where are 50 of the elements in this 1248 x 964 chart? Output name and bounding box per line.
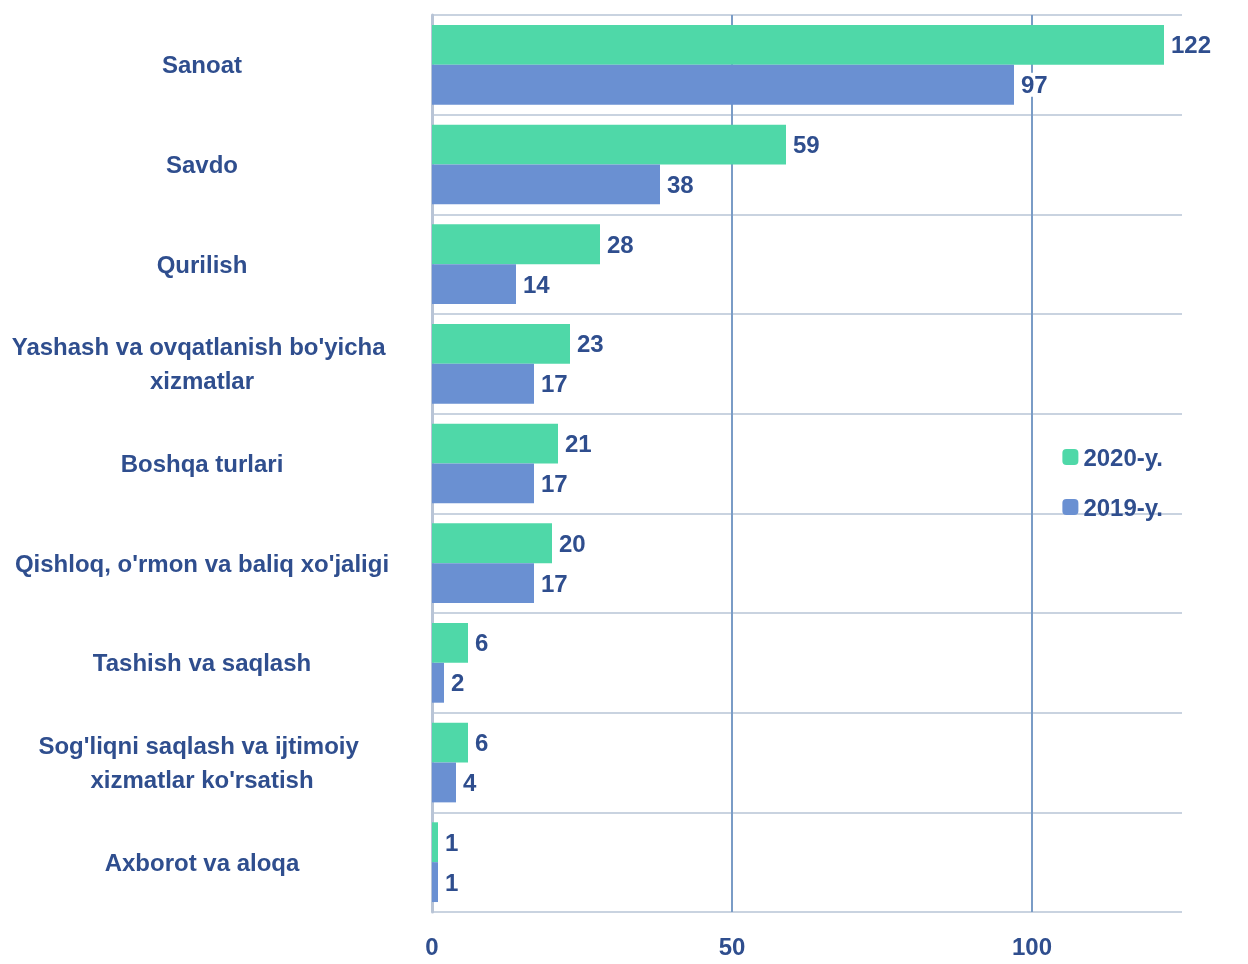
data-label: 23 bbox=[577, 330, 604, 358]
x-tick-label: 100 bbox=[1011, 932, 1053, 960]
bar bbox=[432, 762, 456, 803]
data-label: 2 bbox=[451, 669, 465, 697]
y-tick-label: Axborot va aloqa bbox=[104, 848, 300, 876]
bar bbox=[432, 563, 534, 604]
y-tick-label: Tashish va saqlash bbox=[92, 649, 312, 677]
bar bbox=[432, 722, 468, 763]
bar bbox=[432, 124, 786, 165]
data-label: 28 bbox=[607, 230, 634, 258]
data-label: 122 bbox=[1171, 31, 1212, 59]
bar bbox=[432, 862, 438, 903]
data-label: 38 bbox=[667, 170, 694, 198]
data-label: 1 bbox=[445, 828, 459, 856]
data-label: 20 bbox=[559, 529, 586, 557]
x-tick-label: 50 bbox=[718, 932, 746, 960]
bar bbox=[432, 622, 468, 663]
data-label: 17 bbox=[541, 569, 568, 597]
y-tick-label: Qurilish bbox=[156, 250, 248, 278]
bar bbox=[432, 662, 444, 703]
bar bbox=[432, 64, 1014, 105]
bar bbox=[432, 463, 534, 504]
data-label: 17 bbox=[541, 370, 568, 398]
data-label: 59 bbox=[793, 131, 820, 159]
y-tick-label: Sog'liqni saqlash va ijtimoiy xizmatlar ko'rsatish bbox=[38, 732, 366, 793]
bar bbox=[432, 224, 600, 265]
y-tick-label: Savdo bbox=[165, 151, 239, 178]
data-label: 6 bbox=[475, 629, 489, 657]
bar bbox=[432, 423, 558, 464]
data-label: 1 bbox=[445, 868, 459, 896]
data-label: 14 bbox=[523, 270, 551, 298]
data-label: 21 bbox=[565, 430, 592, 458]
y-tick-label: Qishloq, o'rmon va baliq xo'jaligi bbox=[14, 549, 390, 577]
y-tick-label: Boshqa turlari bbox=[120, 450, 284, 477]
data-label: 4 bbox=[463, 768, 477, 796]
bar bbox=[432, 523, 552, 564]
data-label: 97 bbox=[1021, 71, 1048, 99]
y-tick-label: Sanoat bbox=[161, 51, 243, 79]
y-tick-label: Yashash va ovqatlanish bo'yicha xizmatlar bbox=[11, 333, 393, 395]
legend-label: 2019-y. bbox=[1083, 493, 1164, 521]
bar bbox=[432, 363, 534, 404]
bar bbox=[432, 164, 660, 205]
data-label: 17 bbox=[541, 469, 568, 497]
x-tick-label: 0 bbox=[425, 932, 439, 960]
bar bbox=[432, 323, 570, 364]
legend-label: 2020-y. bbox=[1083, 443, 1164, 471]
bar bbox=[432, 264, 516, 305]
bar bbox=[432, 24, 1164, 65]
bar bbox=[432, 822, 438, 863]
data-label: 6 bbox=[475, 729, 489, 757]
